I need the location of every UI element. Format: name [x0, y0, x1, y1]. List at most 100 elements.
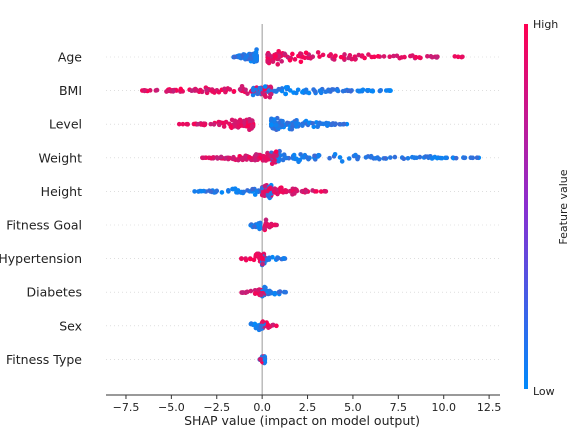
shap-point [412, 155, 417, 161]
shap-point [333, 121, 338, 126]
shap-point [265, 322, 271, 327]
shap-point [300, 123, 305, 128]
shap-point [272, 157, 277, 163]
shap-point [399, 55, 404, 60]
shap-point [194, 88, 200, 93]
shap-point [331, 87, 336, 92]
shap-point [277, 148, 282, 154]
shap-point [290, 51, 295, 57]
shap-point [300, 154, 305, 160]
shap-point [180, 121, 186, 127]
feature-label: Weight [38, 150, 82, 165]
colorbar-title: Feature value [557, 169, 570, 244]
shap-point [332, 151, 338, 157]
x-axis: −7.5 −5.0 −2.5 0.0 2.5 5.0 7.5 10.0 12.5 [106, 394, 501, 414]
shap-point [253, 55, 258, 61]
shap-point [283, 91, 289, 97]
shap-point [263, 94, 268, 100]
shap-point [280, 118, 285, 124]
shap-point [243, 87, 248, 93]
shap-point [260, 90, 265, 96]
shap-point [425, 53, 430, 59]
shap-point [337, 155, 343, 160]
shap-point [258, 357, 263, 362]
x-tick-label: 0.0 [253, 401, 271, 414]
shap-point [318, 90, 324, 96]
shap-point [249, 56, 254, 61]
x-tick-label: −7.5 [113, 401, 140, 414]
shap-point [275, 62, 281, 67]
shap-point [243, 55, 249, 60]
shap-point [210, 89, 215, 94]
shap-point [235, 157, 240, 162]
shap-point [293, 156, 299, 161]
shap-point [368, 155, 374, 160]
shap-point [283, 85, 289, 90]
shap-point [223, 119, 229, 125]
shap-point [273, 53, 278, 59]
shap-point [142, 88, 147, 93]
shap-point [185, 122, 190, 127]
shap-point [297, 157, 303, 163]
shap-point [257, 225, 263, 231]
shap-point [199, 188, 204, 194]
shap-point [255, 90, 260, 96]
feature-label: Diabetes [27, 285, 83, 300]
shap-point [328, 52, 334, 57]
shap-point [218, 154, 224, 160]
shap-point [279, 59, 284, 64]
shap-point [381, 54, 387, 59]
shap-point [348, 88, 353, 94]
shap-point [262, 84, 268, 89]
shap-point [248, 256, 253, 262]
shap-point [363, 155, 369, 160]
shap-point [434, 55, 440, 60]
shap-point [432, 154, 437, 160]
shap-point [271, 189, 277, 195]
shap-point [266, 257, 272, 262]
shap-point [323, 189, 329, 194]
shap-point [383, 88, 389, 93]
shap-point [239, 156, 245, 161]
shap-point [394, 53, 400, 59]
shap-point [254, 324, 259, 330]
x-tick-label: −2.5 [203, 401, 230, 414]
shap-point [453, 155, 459, 161]
shap-point [408, 53, 413, 59]
shap-point [303, 50, 309, 56]
shap-point [429, 54, 435, 60]
shap-point [265, 222, 271, 227]
shap-point [311, 124, 317, 130]
shap-point [241, 189, 247, 195]
shap-point [170, 89, 176, 94]
shap-point [337, 121, 342, 127]
shap-point [208, 121, 214, 127]
feature-label: Age [58, 50, 82, 65]
shap-point [284, 188, 289, 194]
shap-point [204, 87, 209, 93]
shap-point [176, 121, 182, 127]
x-tick-label: −5.0 [158, 401, 185, 414]
shap-point [287, 57, 293, 63]
shap-point [227, 155, 233, 161]
shap-point [260, 261, 265, 267]
shap-point [248, 288, 254, 294]
shap-point [329, 122, 334, 128]
shap-point [304, 155, 310, 160]
shap-point [210, 155, 216, 160]
shap-point [228, 124, 234, 129]
shap-point [268, 91, 274, 97]
feature-label: Level [49, 117, 82, 132]
shap-point [474, 155, 480, 161]
shap-point [252, 157, 258, 163]
shap-point [215, 156, 220, 161]
shap-point [167, 88, 173, 94]
feature-label: Sex [59, 318, 82, 333]
shap-point [192, 189, 197, 194]
shap-point [208, 189, 213, 194]
shap-point [300, 54, 306, 60]
shap-point [238, 123, 244, 128]
x-tick-label: 10.0 [431, 401, 456, 414]
shap-point [225, 188, 231, 193]
